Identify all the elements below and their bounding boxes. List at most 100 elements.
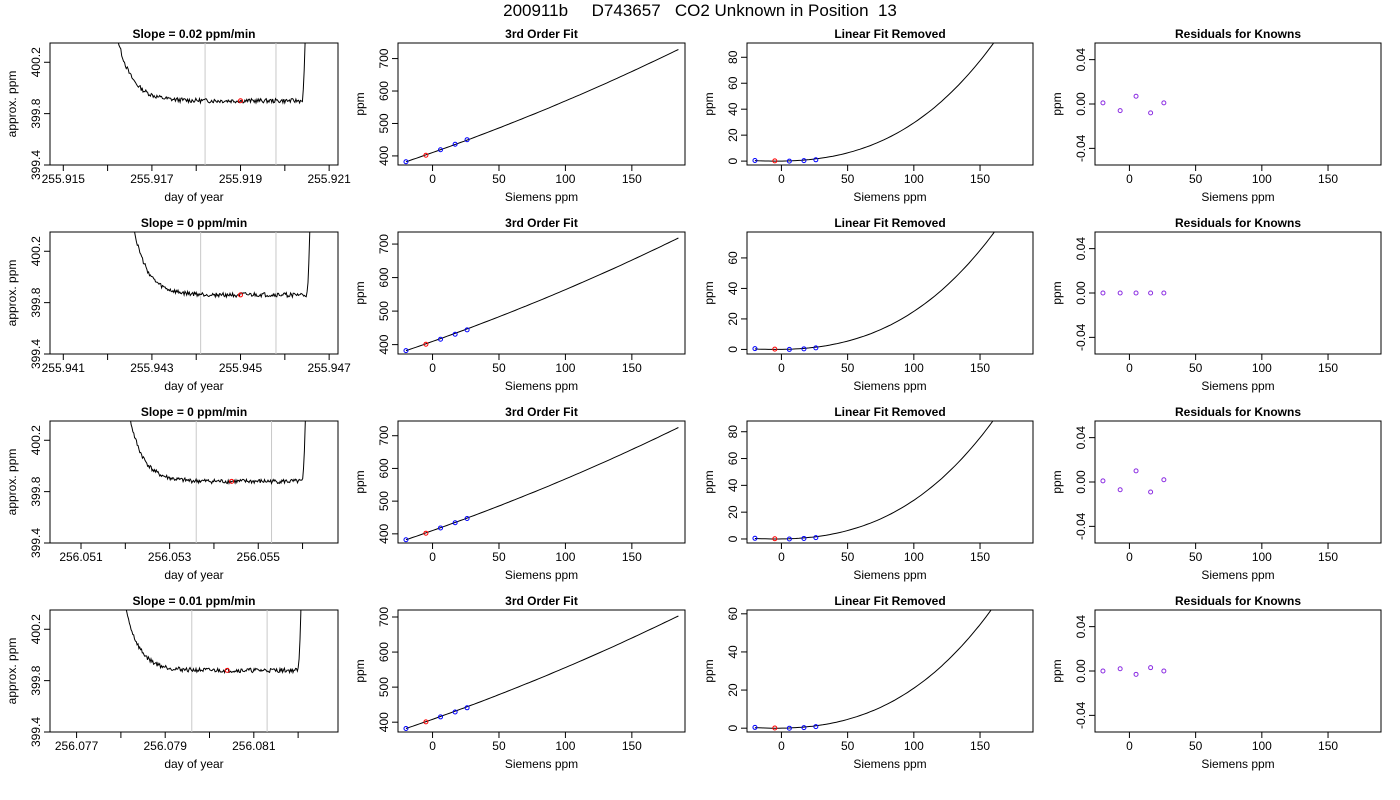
- residual-point: [1133, 671, 1139, 677]
- y-tick-label: 700: [377, 607, 391, 627]
- residual-point: [1117, 487, 1123, 493]
- analyzer-trace: [125, 610, 302, 675]
- known-point: [752, 724, 758, 730]
- x-tick-label: 50: [1189, 172, 1203, 186]
- analyzer-trace: [134, 232, 311, 299]
- known-point: [452, 709, 458, 715]
- y-tick-label: 0.04: [1074, 426, 1088, 450]
- plot-area: [130, 421, 306, 543]
- panel-r4-c3: Linear Fit Removed 0 50 100 150 0 20 40 60 Siemen…: [702, 594, 1034, 771]
- y-tick-label: 60: [726, 76, 740, 90]
- x-tick-label: 0: [429, 361, 436, 375]
- x-axis-label: day of year: [164, 379, 223, 393]
- panel-title: 3rd Order Fit: [505, 594, 578, 608]
- x-tick-label: 0: [429, 550, 436, 564]
- y-tick-label: 700: [377, 48, 391, 68]
- plot-area: [1100, 665, 1167, 677]
- known-point: [786, 725, 792, 731]
- x-axis-label: Siemens ppm: [853, 379, 926, 393]
- plot-area: [403, 237, 679, 354]
- known-point: [752, 346, 758, 352]
- x-axis-label: Siemens ppm: [505, 568, 578, 582]
- plot-area: [1100, 468, 1167, 495]
- x-tick-label: 50: [1189, 361, 1203, 375]
- residual-point: [1133, 93, 1139, 99]
- panel-r4-c4: Residuals for Knowns 0 50 100 150 -0.04 0.00 0.…: [1050, 594, 1382, 771]
- x-tick-label: 256.053: [148, 550, 192, 564]
- analyzer-trace: [130, 421, 306, 486]
- x-tick-label: 50: [1189, 739, 1203, 753]
- plot-frame: [746, 609, 1034, 733]
- x-tick-label: 100: [1252, 550, 1272, 564]
- y-tick-label: 400: [377, 334, 391, 354]
- y-tick-label: 20: [726, 312, 740, 326]
- fit-curve: [405, 49, 679, 163]
- known-point: [813, 724, 819, 730]
- y-tick-label: 80: [726, 425, 740, 439]
- residual-point: [1148, 290, 1154, 296]
- y-tick-label: 600: [377, 642, 391, 662]
- y-tick-label: 0.00: [1074, 659, 1088, 683]
- panel-r3-c3: Linear Fit Removed 0 50 100 150 0 20 40 60 80 Siem…: [702, 405, 1034, 582]
- unknown-point: [423, 152, 429, 158]
- known-point: [452, 331, 458, 337]
- known-point: [403, 725, 409, 731]
- y-tick-label: 399.8: [29, 476, 43, 506]
- panel-r1-c4: Residuals for Knowns 0 50 100 150 -0.04 0.00 0.…: [1050, 27, 1382, 204]
- y-tick-label: 600: [377, 267, 391, 287]
- y-tick-label: 0.04: [1074, 48, 1088, 72]
- panel-r2-c4: Residuals for Knowns 0 50 100 150 -0.04 0.00 0.…: [1050, 216, 1382, 393]
- known-point: [464, 705, 470, 711]
- panel-title: Residuals for Knowns: [1175, 27, 1301, 41]
- residual-point: [1100, 100, 1106, 106]
- plot-frame: [1094, 609, 1382, 733]
- x-tick-label: 0: [1126, 739, 1133, 753]
- panel-title: 3rd Order Fit: [505, 405, 578, 419]
- panel-title: Residuals for Knowns: [1175, 594, 1301, 608]
- plot-area: [752, 610, 992, 731]
- panel-r1-c3: Linear Fit Removed 0 50 100 150 0 20 40 60 80 Siem…: [702, 27, 1034, 204]
- plot-area: [403, 49, 679, 165]
- unknown-point: [423, 530, 429, 536]
- y-tick-label: 0.00: [1074, 92, 1088, 116]
- known-point: [438, 525, 444, 531]
- panel-r2-c3: Linear Fit Removed 0 50 100 150 0 20 40 60 Siemen…: [702, 216, 1034, 393]
- y-tick-label: 0.04: [1074, 615, 1088, 639]
- y-tick-label: 399.4: [29, 528, 43, 558]
- x-axis-label: Siemens ppm: [1201, 568, 1274, 582]
- panel-r1-c1: Slope = 0.02 ppm/min 255.915 255.917 255.91…: [5, 27, 351, 204]
- panel-title: Residuals for Knowns: [1175, 216, 1301, 230]
- x-tick-label: 0: [778, 550, 785, 564]
- plot-frame: [746, 420, 1034, 544]
- x-axis-label: Siemens ppm: [853, 757, 926, 771]
- y-tick-label: 600: [377, 458, 391, 478]
- panel-title: Linear Fit Removed: [834, 594, 945, 608]
- x-tick-label: 150: [970, 172, 990, 186]
- y-tick-label: 399.4: [29, 150, 43, 180]
- plot-area: [403, 615, 679, 731]
- x-tick-label: 255.945: [219, 361, 263, 375]
- known-point: [786, 536, 792, 542]
- x-tick-label: 255.947: [307, 361, 351, 375]
- x-axis-label: Siemens ppm: [853, 568, 926, 582]
- known-point: [403, 348, 409, 354]
- plot-frame: [1094, 42, 1382, 166]
- x-tick-label: 50: [841, 172, 855, 186]
- x-axis-label: day of year: [164, 757, 223, 771]
- x-tick-label: 256.079: [144, 739, 188, 753]
- x-tick-label: 150: [622, 361, 642, 375]
- known-point: [801, 158, 807, 164]
- y-tick-label: 399.8: [29, 98, 43, 128]
- x-tick-label: 100: [1252, 172, 1272, 186]
- x-tick-label: 255.941: [42, 361, 86, 375]
- y-tick-label: 700: [377, 425, 391, 445]
- known-point: [403, 159, 409, 165]
- fit-curve: [405, 427, 679, 541]
- residual-point: [1148, 110, 1154, 116]
- plot-frame: [746, 42, 1034, 166]
- known-point: [813, 535, 819, 541]
- x-tick-label: 150: [970, 739, 990, 753]
- residual-point: [1133, 468, 1139, 474]
- residual-point: [1100, 478, 1106, 484]
- x-axis-label: day of year: [164, 568, 223, 582]
